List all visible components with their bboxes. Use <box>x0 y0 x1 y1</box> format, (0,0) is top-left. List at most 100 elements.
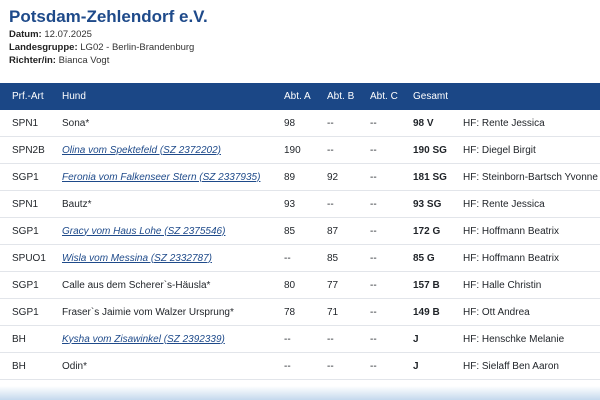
table-row: SPN1 Sona* 98 -- -- 98 V HF: Rente Jessica <box>0 110 600 137</box>
cell-abt-c: -- <box>370 171 377 183</box>
page-header: Potsdam-Zehlendorf e.V. Datum: 12.07.202… <box>0 0 600 67</box>
cell-abt-a: 78 <box>284 306 296 318</box>
cell-abt-c: -- <box>370 225 377 237</box>
cell-abt-a: 98 <box>284 117 296 129</box>
cell-abt-c: -- <box>370 333 377 345</box>
header-art: Prf.-Art <box>12 91 44 102</box>
cell-abt-a: 190 <box>284 144 301 156</box>
cell-handler: HF: Hoffmann Beatrix <box>463 225 559 237</box>
cell-handler: HF: Steinborn-Bartsch Yvonne <box>463 171 598 183</box>
cell-art: SGP1 <box>12 171 39 183</box>
cell-abt-b: 92 <box>327 171 339 183</box>
cell-art: SGP1 <box>12 279 39 291</box>
club-title: Potsdam-Zehlendorf e.V. <box>9 7 208 26</box>
cell-abt-b: -- <box>327 360 334 372</box>
cell-gesamt: 85 G <box>413 252 435 264</box>
table-header-row: Prf.-Art Hund Abt. A Abt. B Abt. C Gesam… <box>0 83 600 110</box>
cell-handler: HF: Sielaff Ben Aaron <box>463 360 559 372</box>
dog-link[interactable]: Gracy vom Haus Lohe (SZ 2375546) <box>62 225 226 237</box>
table-row: SGP1 Gracy vom Haus Lohe (SZ 2375546) 85 87… <box>0 218 600 245</box>
cell-hund: Fraser`s Jaimie vom Walzer Ursprung* <box>62 306 234 318</box>
datum-value: 12.07.2025 <box>44 29 92 40</box>
cell-abt-c: -- <box>370 144 377 156</box>
dog-link[interactable]: Wisla vom Messina (SZ 2332787) <box>62 252 212 264</box>
cell-abt-c: -- <box>370 198 377 210</box>
header-hund: Hund <box>62 91 86 102</box>
cell-hund: Olina vom Spektefeld (SZ 2372202) <box>62 145 284 156</box>
table-row: BH Kysha vom Zisawinkel (SZ 2392339) -- -- -… <box>0 326 600 353</box>
cell-gesamt: J <box>413 333 419 345</box>
cell-gesamt: 172 G <box>413 225 441 237</box>
dog-link[interactable]: Olina vom Spektefeld (SZ 2372202) <box>62 144 221 156</box>
landesgruppe-label: Landesgruppe: <box>9 42 78 53</box>
dog-link[interactable]: Feronia vom Falkenseer Stern (SZ 2337935… <box>62 171 261 183</box>
cell-art: SGP1 <box>12 306 39 318</box>
table-row: SGP1 Fraser`s Jaimie vom Walzer Ursprung*… <box>0 299 600 326</box>
meta-datum: Datum: 12.07.2025 <box>9 28 600 41</box>
cell-gesamt: 98 V <box>413 117 434 129</box>
cell-abt-c: -- <box>370 252 377 264</box>
cell-art: SGP1 <box>12 225 39 237</box>
cell-art: SPN2B <box>12 144 45 156</box>
richter-value: Bianca Vogt <box>58 55 110 66</box>
cell-hund: Bautz* <box>62 198 92 210</box>
results-table: Prf.-Art Hund Abt. A Abt. B Abt. C Gesam… <box>0 83 600 380</box>
table-row: SPN1 Bautz* 93 -- -- 93 SG HF: Rente Jessica <box>0 191 600 218</box>
cell-handler: HF: Rente Jessica <box>463 198 545 210</box>
header-abt-a: Abt. A <box>284 91 311 102</box>
header-abt-c: Abt. C <box>370 91 398 102</box>
table-row: SPN2B Olina vom Spektefeld (SZ 2372202) 19… <box>0 137 600 164</box>
cell-abt-b: -- <box>327 144 334 156</box>
cell-hund: Feronia vom Falkenseer Stern (SZ 2337935… <box>62 172 284 183</box>
header-abt-b: Abt. B <box>327 91 355 102</box>
cell-abt-a: 80 <box>284 279 296 291</box>
cell-gesamt: 181 SG <box>413 171 447 183</box>
cell-art: BH <box>12 360 26 372</box>
cell-handler: HF: Diegel Birgit <box>463 144 536 156</box>
datum-label: Datum: <box>9 29 42 40</box>
cell-abt-b: -- <box>327 117 334 129</box>
cell-gesamt: 157 B <box>413 279 440 291</box>
cell-abt-b: 77 <box>327 279 339 291</box>
cell-gesamt: 190 SG <box>413 144 447 156</box>
cell-art: BH <box>12 333 26 345</box>
cell-abt-b: 85 <box>327 252 339 264</box>
cell-handler: HF: Hoffmann Beatrix <box>463 252 559 264</box>
cell-art: SPN1 <box>12 198 39 210</box>
cell-abt-c: -- <box>370 306 377 318</box>
cell-art: SPN1 <box>12 117 39 129</box>
table-row: SGP1 Feronia vom Falkenseer Stern (SZ 233… <box>0 164 600 191</box>
cell-handler: HF: Halle Christin <box>463 279 542 291</box>
meta-richter: Richter/in: Bianca Vogt <box>9 54 600 67</box>
cell-abt-c: -- <box>370 279 377 291</box>
cell-hund: Gracy vom Haus Lohe (SZ 2375546) <box>62 226 284 237</box>
cell-abt-a: -- <box>284 333 291 345</box>
cell-art: SPUO1 <box>12 252 46 264</box>
cell-abt-a: -- <box>284 360 291 372</box>
cell-abt-c: -- <box>370 117 377 129</box>
cell-handler: HF: Rente Jessica <box>463 117 545 129</box>
cell-abt-a: 93 <box>284 198 296 210</box>
cell-hund: Odin* <box>62 360 88 372</box>
cell-hund: Wisla vom Messina (SZ 2332787) <box>62 253 284 264</box>
bottom-fade <box>0 386 600 400</box>
cell-abt-b: -- <box>327 333 334 345</box>
dog-link[interactable]: Kysha vom Zisawinkel (SZ 2392339) <box>62 333 225 345</box>
cell-handler: HF: Ott Andrea <box>463 306 530 318</box>
landesgruppe-value: LG02 - Berlin-Brandenburg <box>80 42 195 53</box>
meta-landesgruppe: Landesgruppe: LG02 - Berlin-Brandenburg <box>9 41 600 54</box>
cell-abt-a: 85 <box>284 225 296 237</box>
header-gesamt: Gesamt <box>413 91 449 102</box>
table-row: BH Odin* -- -- -- J HF: Sielaff Ben Aaron <box>0 353 600 380</box>
cell-abt-a: 89 <box>284 171 296 183</box>
cell-abt-b: 71 <box>327 306 339 318</box>
cell-gesamt: 93 SG <box>413 198 442 210</box>
cell-gesamt: 149 B <box>413 306 440 318</box>
richter-label: Richter/in: <box>9 55 56 66</box>
cell-gesamt: J <box>413 360 419 372</box>
cell-abt-c: -- <box>370 360 377 372</box>
cell-hund: Kysha vom Zisawinkel (SZ 2392339) <box>62 334 284 345</box>
table-row: SGP1 Calle aus dem Scherer`s-Häusla* 80 77 -… <box>0 272 600 299</box>
cell-abt-b: -- <box>327 198 334 210</box>
